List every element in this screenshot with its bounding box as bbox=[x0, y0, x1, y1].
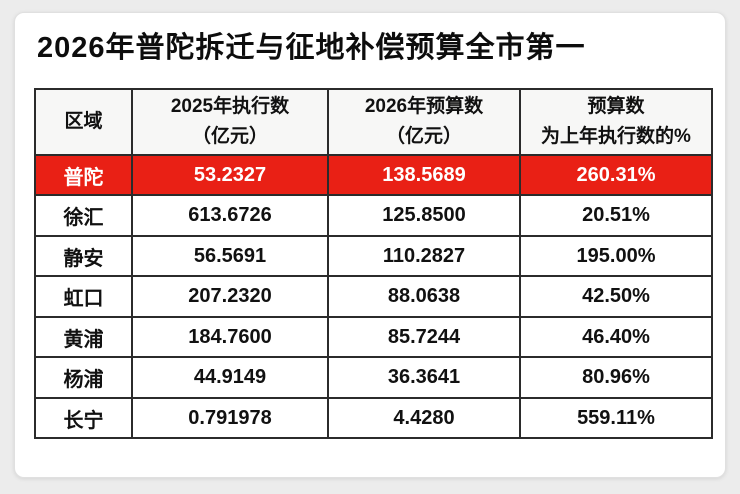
cell-exec-2025: 613.6726 bbox=[131, 194, 329, 237]
table-body: 普陀 53.2327 138.5689 260.31% 徐汇 613.6726 … bbox=[34, 153, 713, 440]
table-row: 黄浦 184.7600 85.7244 46.40% bbox=[34, 315, 713, 359]
cell-region: 普陀 bbox=[34, 153, 133, 197]
table-row: 杨浦 44.9149 36.3641 80.96% bbox=[34, 356, 713, 399]
cell-pct: 46.40% bbox=[519, 315, 713, 359]
cell-exec-2025: 53.2327 bbox=[131, 153, 329, 197]
cell-pct: 80.96% bbox=[519, 356, 713, 399]
cell-pct: 559.11% bbox=[519, 396, 713, 440]
cell-exec-2025: 56.5691 bbox=[131, 234, 329, 278]
cell-budget-2026: 110.2827 bbox=[327, 234, 521, 278]
cell-exec-2025: 184.7600 bbox=[131, 315, 329, 359]
cell-budget-2026: 36.3641 bbox=[327, 356, 521, 399]
table-row: 虹口 207.2320 88.0638 42.50% bbox=[34, 275, 713, 318]
cell-pct: 195.00% bbox=[519, 234, 713, 278]
header-region-line1: 区域 bbox=[64, 111, 103, 133]
header-pct: 预算数 为上年执行数的% bbox=[519, 87, 713, 156]
table-row: 长宁 0.791978 4.4280 559.11% bbox=[34, 396, 713, 440]
cell-region: 杨浦 bbox=[34, 356, 133, 399]
cell-region: 徐汇 bbox=[34, 194, 133, 237]
header-region: 区域 bbox=[34, 87, 133, 156]
cell-region: 静安 bbox=[34, 234, 133, 278]
cell-budget-2026: 138.5689 bbox=[327, 153, 521, 197]
header-exec-2025-line1: 2025年执行数 bbox=[170, 96, 290, 118]
table-row: 静安 56.5691 110.2827 195.00% bbox=[34, 234, 713, 278]
table-row: 普陀 53.2327 138.5689 260.31% bbox=[34, 153, 713, 197]
cell-exec-2025: 207.2320 bbox=[131, 275, 329, 318]
header-budget-2026: 2026年预算数 （亿元） bbox=[327, 87, 521, 156]
cell-budget-2026: 4.4280 bbox=[327, 396, 521, 440]
table-header-row: 区域 2025年执行数 （亿元） 2026年预算数 （亿元） 预算数 为上年执行… bbox=[34, 87, 713, 156]
header-exec-2025-line2: （亿元） bbox=[191, 125, 268, 147]
cell-pct: 42.50% bbox=[519, 275, 713, 318]
cell-region: 虹口 bbox=[34, 275, 133, 318]
cell-pct: 20.51% bbox=[519, 194, 713, 237]
header-budget-2026-line1: 2026年预算数 bbox=[364, 96, 484, 118]
header-pct-line2: 为上年执行数的% bbox=[541, 125, 691, 147]
header-exec-2025: 2025年执行数 （亿元） bbox=[131, 87, 329, 156]
page-title: 2026年普陀拆迁与征地补偿预算全市第一 bbox=[37, 32, 586, 64]
cell-region: 长宁 bbox=[34, 396, 133, 440]
header-pct-line1: 预算数 bbox=[587, 96, 645, 118]
cell-budget-2026: 88.0638 bbox=[327, 275, 521, 318]
budget-table: 区域 2025年执行数 （亿元） 2026年预算数 （亿元） 预算数 为上年执行… bbox=[34, 87, 713, 440]
content-card: 2026年普陀拆迁与征地补偿预算全市第一 区域 2025年执行数 （亿元） 20… bbox=[14, 12, 726, 478]
cell-budget-2026: 125.8500 bbox=[327, 194, 521, 237]
cell-budget-2026: 85.7244 bbox=[327, 315, 521, 359]
cell-region: 黄浦 bbox=[34, 315, 133, 359]
cell-exec-2025: 44.9149 bbox=[131, 356, 329, 399]
header-budget-2026-line2: （亿元） bbox=[385, 125, 462, 147]
cell-exec-2025: 0.791978 bbox=[131, 396, 329, 440]
table-row: 徐汇 613.6726 125.8500 20.51% bbox=[34, 194, 713, 237]
cell-pct: 260.31% bbox=[519, 153, 713, 197]
